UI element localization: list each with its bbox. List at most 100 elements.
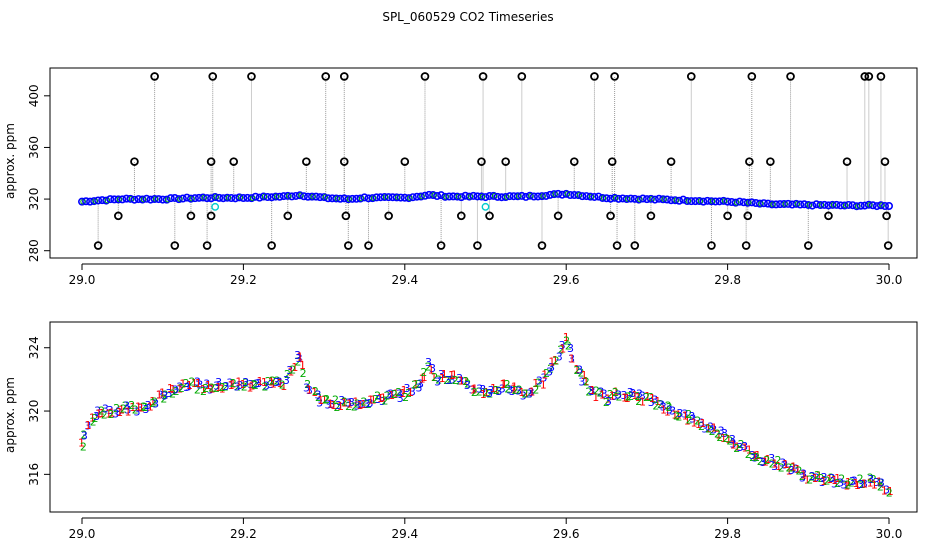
series-marker: 1 xyxy=(664,406,671,419)
plot-frame xyxy=(49,321,918,513)
series-marker: 1 xyxy=(742,441,749,454)
series-marker: 3 xyxy=(425,356,432,369)
series-marker: 3 xyxy=(286,364,293,377)
outlier-point xyxy=(208,72,218,81)
baseline-point xyxy=(884,201,893,210)
baseline-point xyxy=(178,194,187,203)
series-marker: 3 xyxy=(403,382,410,395)
series-marker: 1 xyxy=(317,394,324,407)
series-marker: 2 xyxy=(471,386,478,399)
series-marker: 1 xyxy=(510,383,517,396)
series-marker: 2 xyxy=(795,464,802,477)
series-marker: 2 xyxy=(859,478,866,491)
series-marker: 3 xyxy=(273,376,280,389)
series-marker: 3 xyxy=(464,379,471,392)
series-marker: 2 xyxy=(252,379,259,392)
series-marker: 1 xyxy=(124,405,131,418)
series-marker: 2 xyxy=(128,399,135,412)
series-marker: 1 xyxy=(804,474,811,487)
series-marker: 2 xyxy=(665,399,672,412)
series-marker: 3 xyxy=(363,397,370,410)
series-marker: 1 xyxy=(149,395,156,408)
series-marker: 2 xyxy=(757,455,764,468)
outlier-point xyxy=(247,72,256,81)
baseline-point xyxy=(227,194,236,203)
series-marker: 2 xyxy=(657,398,664,411)
series-marker: 3 xyxy=(176,380,183,393)
series-marker: 3 xyxy=(213,380,220,393)
series-marker: 1 xyxy=(691,417,698,430)
series-marker: 1 xyxy=(831,474,838,487)
series-marker: 1 xyxy=(746,444,753,457)
series-marker: 2 xyxy=(607,388,614,401)
series-marker: 2 xyxy=(443,374,450,387)
series-marker: 1 xyxy=(771,457,778,470)
series-marker: 3 xyxy=(226,377,233,390)
baseline-point xyxy=(614,194,623,203)
outlier-point xyxy=(630,241,640,250)
series-marker: 2 xyxy=(365,398,372,411)
series-marker: 3 xyxy=(357,398,364,411)
series-marker: 1 xyxy=(270,378,277,391)
series-marker: 1 xyxy=(528,385,535,398)
series-marker: 2 xyxy=(504,378,511,391)
series-marker: 1 xyxy=(105,407,112,420)
series-marker: 1 xyxy=(705,422,712,435)
baseline-point xyxy=(203,194,212,203)
series-marker: 2 xyxy=(778,462,785,475)
series-marker: 2 xyxy=(512,384,519,397)
series-marker: 3 xyxy=(314,388,321,401)
series-marker: 2 xyxy=(673,409,680,422)
series-marker: 2 xyxy=(80,440,87,453)
series-marker: 2 xyxy=(806,473,813,486)
series-marker: 2 xyxy=(452,374,459,387)
outlier-point xyxy=(803,241,813,250)
series-marker: 1 xyxy=(725,433,732,446)
series-marker: 2 xyxy=(709,425,716,438)
baseline-point xyxy=(711,197,720,206)
outlier-point xyxy=(537,241,547,250)
top-panel: 29.0 29.2 29.4 29.6 29.8 30.0 280 320 360 400 appr… xyxy=(3,67,918,287)
series-marker: 2 xyxy=(391,388,398,401)
series-marker: 1 xyxy=(671,408,678,421)
series-marker: 1 xyxy=(360,398,367,411)
baseline-point xyxy=(747,198,756,207)
outlier-point xyxy=(436,241,446,250)
series-marker: 2 xyxy=(219,381,226,394)
series-marker: 1 xyxy=(816,469,823,482)
series-marker: 3 xyxy=(445,374,452,387)
series-marker: 3 xyxy=(397,392,404,405)
outlier-point xyxy=(339,157,349,166)
series-marker: 2 xyxy=(666,401,673,414)
series-marker: 1 xyxy=(296,350,303,363)
baseline-point xyxy=(856,201,865,210)
series-marker: 3 xyxy=(215,376,222,389)
series-marker: 2 xyxy=(557,344,564,357)
series-marker: 3 xyxy=(94,404,101,417)
baseline-point xyxy=(360,193,369,202)
series-marker: 3 xyxy=(236,379,243,392)
baseline-point xyxy=(699,197,708,206)
x-tick-label: 30.0 xyxy=(876,273,903,287)
outlier-point xyxy=(606,211,615,221)
series-marker: 2 xyxy=(603,396,610,409)
series-marker: 3 xyxy=(486,387,493,400)
series-marker: 3 xyxy=(379,395,386,408)
series-marker: 3 xyxy=(457,375,464,388)
outlier-point xyxy=(876,72,886,81)
series-marker: 2 xyxy=(516,383,523,396)
series-marker: 2 xyxy=(593,385,600,398)
series-marker: 3 xyxy=(813,472,820,485)
series-marker: 3 xyxy=(730,437,737,450)
series-marker: 1 xyxy=(419,372,426,385)
baseline-point xyxy=(433,191,442,200)
series-marker: 2 xyxy=(402,391,409,404)
baseline-point xyxy=(457,193,466,202)
series-marker: 2 xyxy=(261,381,268,394)
outlier-point xyxy=(321,72,331,81)
series-marker: 3 xyxy=(688,410,695,423)
series-marker: 3 xyxy=(499,382,506,395)
outlier-point xyxy=(400,157,410,166)
series-marker: 3 xyxy=(417,378,424,391)
series-marker: 1 xyxy=(388,389,395,402)
